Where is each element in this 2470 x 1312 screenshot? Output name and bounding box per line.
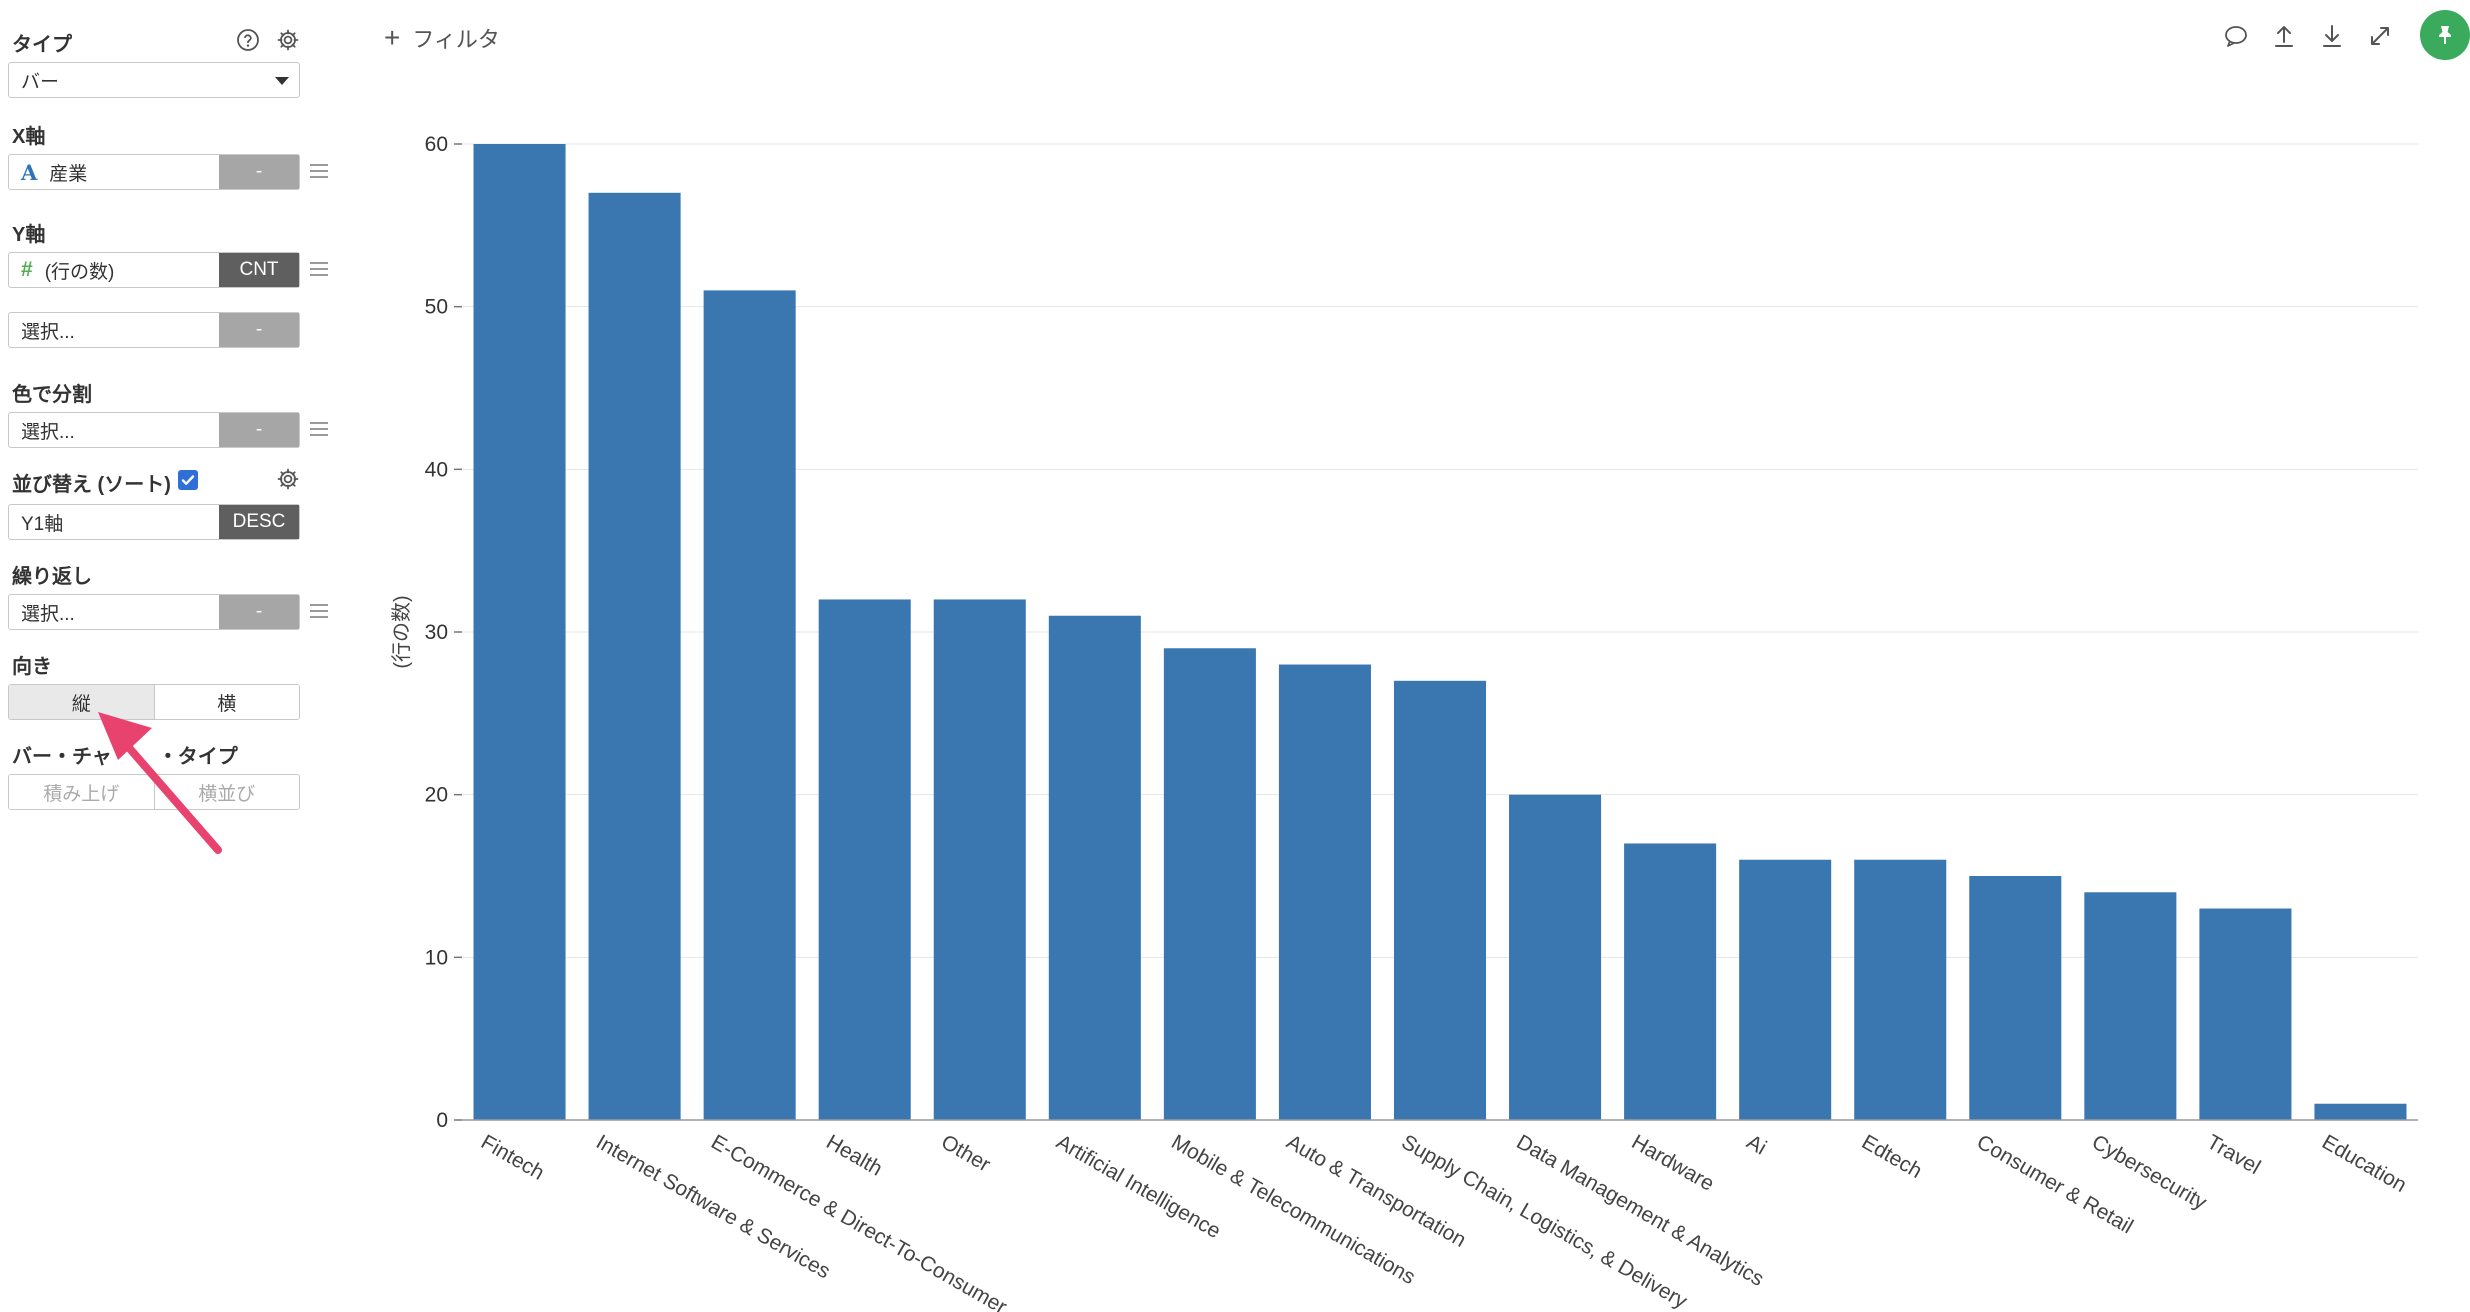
y-tick-label: 0 xyxy=(436,1109,448,1132)
bar[interactable] xyxy=(1739,859,1832,1120)
add-filter-button[interactable]: + フィルタ xyxy=(384,22,500,54)
bar[interactable] xyxy=(1278,664,1371,1120)
chart-settings-sidebar: タイプ バー X軸 A 産業 - Y軸 # (行の数) CNT 選択... - xyxy=(0,0,340,1312)
bar[interactable] xyxy=(588,192,681,1121)
expand-icon[interactable] xyxy=(2366,22,2394,50)
y-tick-label: 30 xyxy=(425,621,448,644)
gear-icon[interactable] xyxy=(276,28,300,52)
pin-button[interactable] xyxy=(2420,10,2470,60)
help-circle-icon[interactable] xyxy=(236,28,260,52)
x-axis-field[interactable]: A 産業 xyxy=(9,155,219,189)
chart-type-select[interactable]: バー xyxy=(8,62,300,98)
x-axis-control: A 産業 - xyxy=(8,154,300,190)
bar-type-label-left: バー・チャ xyxy=(12,746,112,768)
bar-type-stacked-option[interactable]: 積み上げ xyxy=(9,775,154,809)
x-axis-labels: Fintech Internet Software & ServicesE-Com… xyxy=(477,1130,2410,1312)
bar[interactable] xyxy=(1163,648,1256,1120)
upload-icon[interactable] xyxy=(2270,22,2298,50)
orientation-vertical-option[interactable]: 縦 xyxy=(9,685,154,719)
plus-icon: + xyxy=(384,22,401,53)
y-axis-control: # (行の数) CNT xyxy=(8,252,300,288)
repeat-field[interactable]: 選択... xyxy=(21,603,75,625)
add-filter-label: フィルタ xyxy=(412,27,500,52)
y-axis-field-name: (行の数) xyxy=(44,261,115,283)
orientation-horizontal-option[interactable]: 横 xyxy=(153,685,299,719)
bar[interactable] xyxy=(933,599,1026,1120)
sort-order-button[interactable]: DESC xyxy=(219,505,299,539)
y2-axis-control: 選択... - xyxy=(8,312,300,348)
y-axis-ticks: 0 10 20 30 40 50 60 xyxy=(425,133,462,1132)
bar[interactable] xyxy=(473,144,566,1120)
drag-handle-icon[interactable] xyxy=(310,164,328,178)
y-axis-label: Y軸 xyxy=(12,224,46,246)
chart-type-value: バー xyxy=(21,71,60,93)
pin-icon xyxy=(2439,26,2451,44)
color-split-label: 色で分割 xyxy=(12,384,92,406)
x-tick-label: Ai xyxy=(1743,1130,1771,1159)
bar[interactable] xyxy=(2314,1103,2407,1120)
color-split-control: 選択... - xyxy=(8,412,300,448)
checkmark-icon xyxy=(181,475,195,485)
x-axis-aggregate-button[interactable]: - xyxy=(219,155,299,189)
sort-label: 並び替え (ソート) xyxy=(12,474,171,496)
bar[interactable] xyxy=(2084,892,2177,1120)
drag-handle-icon[interactable] xyxy=(310,422,328,436)
orientation-toggle: 縦 横 xyxy=(8,684,300,720)
sort-checkbox[interactable] xyxy=(178,470,198,490)
y-tick-label: 60 xyxy=(425,133,448,156)
drag-handle-icon[interactable] xyxy=(310,262,328,276)
bar[interactable] xyxy=(1393,680,1487,1120)
y-axis-title: (行の数) xyxy=(390,595,413,668)
x-tick-label: Other xyxy=(937,1130,994,1176)
bar[interactable] xyxy=(1624,843,1717,1120)
repeat-control: 選択... - xyxy=(8,594,300,630)
gear-icon[interactable] xyxy=(276,467,300,491)
y-tick-label: 40 xyxy=(425,458,448,481)
x-tick-label: Hardware xyxy=(1628,1130,1718,1195)
repeat-aggregate-button[interactable]: - xyxy=(219,595,299,629)
bars xyxy=(473,144,2407,1121)
color-split-aggregate-button[interactable]: - xyxy=(219,413,299,447)
y-axis-aggregate-button[interactable]: CNT xyxy=(219,253,299,287)
x-axis-field-name: 産業 xyxy=(49,163,88,185)
y-tick-label: 20 xyxy=(425,784,448,807)
x-tick-label: Health xyxy=(822,1130,886,1180)
y-tick-label: 50 xyxy=(425,296,448,319)
bar-type-label: バー・チャ ・タイプ xyxy=(12,740,238,769)
bar[interactable] xyxy=(1509,794,1602,1120)
bar-type-toggle: 積み上げ 横並び xyxy=(8,774,300,810)
bar[interactable] xyxy=(1969,876,2062,1120)
y-axis-field[interactable]: # (行の数) xyxy=(9,253,219,287)
bar[interactable] xyxy=(2199,908,2292,1120)
x-tick-label: Fintech xyxy=(477,1130,548,1184)
type-label: タイプ xyxy=(12,34,72,56)
bar[interactable] xyxy=(703,290,796,1120)
sort-control: Y1軸 DESC xyxy=(8,504,300,540)
download-icon[interactable] xyxy=(2318,22,2346,50)
chevron-down-icon xyxy=(275,77,289,85)
bar[interactable] xyxy=(818,599,911,1120)
y2-axis-aggregate-button[interactable]: - xyxy=(219,313,299,347)
bar[interactable] xyxy=(1048,615,1141,1120)
repeat-label: 繰り返し xyxy=(12,566,92,588)
x-tick-label: Travel xyxy=(2203,1130,2264,1179)
x-axis-label: X軸 xyxy=(12,126,46,148)
sort-field[interactable]: Y1軸 xyxy=(21,513,64,535)
x-tick-label: Education xyxy=(2318,1130,2410,1197)
drag-handle-icon[interactable] xyxy=(310,604,328,618)
y-tick-label: 10 xyxy=(425,946,448,969)
bar-type-side-by-side-option[interactable]: 横並び xyxy=(153,775,299,809)
bar-type-label-right: ・タイプ xyxy=(157,746,238,768)
y2-axis-field[interactable]: 選択... xyxy=(21,321,75,343)
x-tick-label: Edtech xyxy=(1858,1130,1926,1183)
orientation-label: 向き xyxy=(12,656,52,678)
numeric-column-icon: # xyxy=(21,258,33,281)
bar[interactable] xyxy=(1854,859,1947,1120)
color-split-field[interactable]: 選択... xyxy=(21,421,75,443)
comment-icon[interactable] xyxy=(2222,22,2250,50)
text-column-icon: A xyxy=(21,159,38,185)
